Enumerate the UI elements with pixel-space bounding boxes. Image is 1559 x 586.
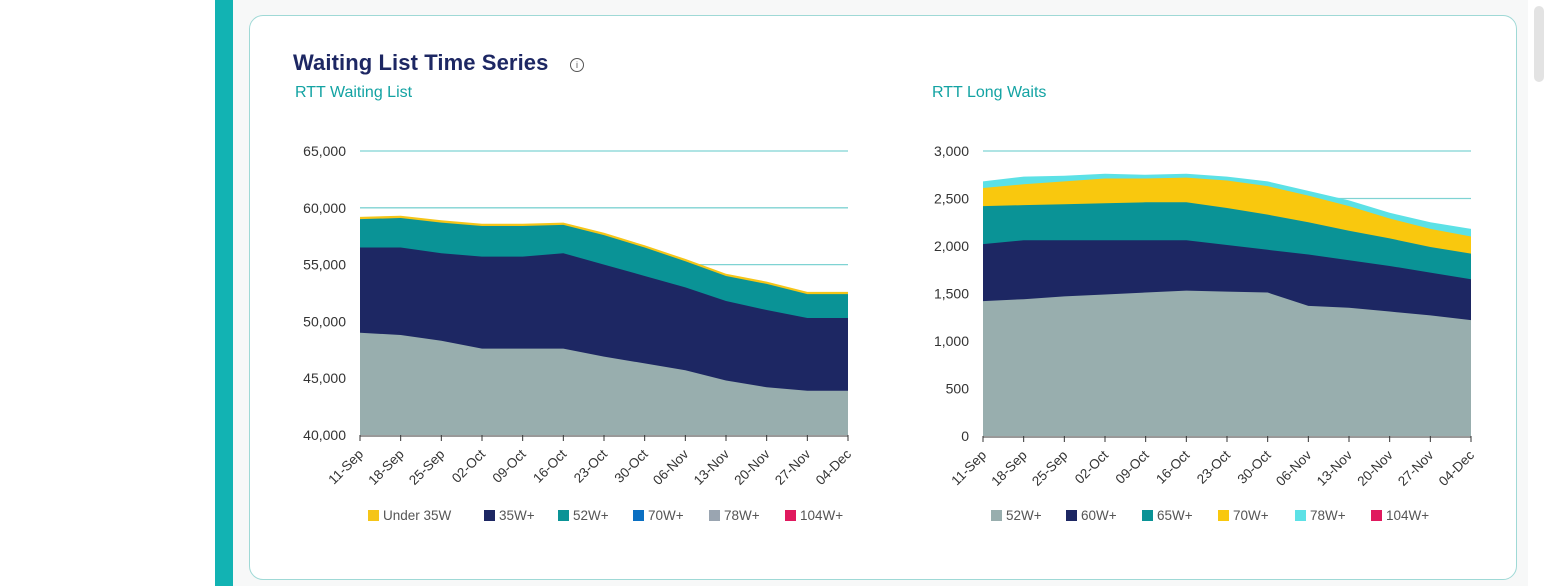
long-waits-chart: 0 500 1,000 1,500 2,000 2,500 3,000 11-Sep 18-Se…: [934, 143, 1478, 523]
chart-1-title: RTT Waiting List: [295, 84, 413, 101]
x-tick-label: 04-Dec: [1436, 447, 1478, 489]
y-tick-label: 1,500: [934, 286, 969, 302]
x-tick-label: 02-Oct: [449, 446, 488, 485]
legend-swatch: [558, 510, 569, 521]
x-tick-label: 09-Oct: [490, 446, 529, 485]
legend-label: 52W+: [573, 508, 609, 523]
x-tick-label: 27-Nov: [1395, 447, 1437, 489]
area-series-52w-and-over: [360, 332, 848, 435]
y-tick-label: 40,000: [303, 427, 346, 443]
legend-swatch: [484, 510, 495, 521]
y-tick-label: 1,000: [934, 333, 969, 349]
y-tick-label: 3,000: [934, 143, 969, 159]
legend-swatch: [1295, 510, 1306, 521]
legend-swatch: [709, 510, 720, 521]
y-tick-label: 45,000: [303, 370, 346, 386]
legend-swatch: [991, 510, 1002, 521]
x-tick-label: 20-Nov: [731, 446, 773, 488]
x-tick-label: 23-Oct: [571, 446, 610, 485]
x-tick-label: 11-Sep: [325, 447, 366, 488]
scrollbar-thumb[interactable]: [1534, 6, 1544, 82]
info-icon[interactable]: i: [570, 58, 584, 72]
legend-swatch: [1218, 510, 1229, 521]
x-tick-label: 04-Dec: [813, 446, 855, 488]
legend-swatch: [1066, 510, 1077, 521]
legend-label: 78W+: [1310, 508, 1346, 523]
waiting-list-chart: 40,000 45,000 50,000 55,000 60,000 65,000 11-S…: [303, 143, 855, 523]
card-title: Waiting List Time Series: [293, 50, 549, 75]
legend-label: 104W+: [1386, 508, 1429, 523]
x-tick-label: 16-Oct: [530, 446, 569, 485]
legend-swatch: [785, 510, 796, 521]
legend-label: 104W+: [800, 508, 843, 523]
vertical-scrollbar[interactable]: [1528, 0, 1559, 586]
legend-label: 52W+: [1006, 508, 1042, 523]
x-tick-label: 30-Oct: [612, 446, 651, 485]
x-tick-label: 20-Nov: [1354, 447, 1396, 489]
legend-label: 35W+: [499, 508, 535, 523]
x-tick-label: 16-Oct: [1153, 447, 1192, 486]
legend-swatch: [633, 510, 644, 521]
x-tick-label: 06-Nov: [650, 446, 692, 488]
x-tick-label: 23-Oct: [1194, 447, 1233, 486]
y-tick-label: 0: [961, 428, 969, 444]
x-tick-label: 06-Nov: [1273, 447, 1315, 489]
x-tick-label: 13-Nov: [691, 446, 733, 488]
legend-label: 60W+: [1081, 508, 1117, 523]
y-tick-label: 60,000: [303, 200, 346, 216]
chart-2-title: RTT Long Waits: [932, 84, 1047, 101]
legend-label: 70W+: [1233, 508, 1269, 523]
x-tick-label: 25-Sep: [406, 447, 447, 488]
legend-label: 78W+: [724, 508, 760, 523]
legend-label: Under 35W: [383, 508, 452, 523]
x-tick-label: 25-Sep: [1029, 448, 1070, 489]
x-tick-label: 30-Oct: [1235, 447, 1274, 486]
y-tick-label: 55,000: [303, 257, 346, 273]
x-tick-label: 02-Oct: [1072, 447, 1111, 486]
y-tick-label: 2,000: [934, 238, 969, 254]
y-tick-label: 50,000: [303, 313, 346, 329]
left-accent-bar: [215, 0, 233, 586]
y-tick-label: 500: [946, 381, 970, 397]
legend-label: 65W+: [1157, 508, 1193, 523]
x-tick-label: 27-Nov: [772, 446, 814, 488]
legend-swatch: [1371, 510, 1382, 521]
x-tick-label: 09-Oct: [1113, 447, 1152, 486]
legend-label: 70W+: [648, 508, 684, 523]
legend-swatch: [1142, 510, 1153, 521]
x-tick-label: 18-Sep: [365, 447, 406, 488]
y-tick-label: 2,500: [934, 191, 969, 207]
area-series-52w-: [983, 290, 1471, 436]
x-tick-label: 11-Sep: [948, 448, 989, 489]
legend-swatch: [368, 510, 379, 521]
x-tick-label: 18-Sep: [988, 448, 1029, 489]
y-tick-label: 65,000: [303, 143, 346, 159]
x-tick-label: 13-Nov: [1314, 447, 1356, 489]
